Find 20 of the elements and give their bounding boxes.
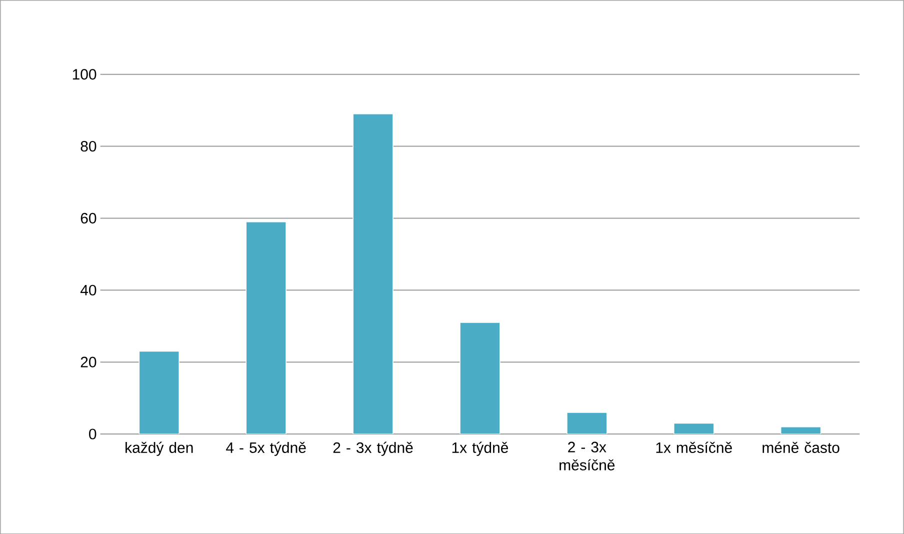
bar [246,221,286,434]
y-tick-label: 100 [72,68,96,80]
bar [138,350,180,434]
bar [780,426,822,434]
x-tick-label: 2 - 3x měsíčně [560,442,615,470]
bar [460,322,500,434]
x-tick-label: méně často [762,442,840,453]
x-tick-label: 1x měsíčně [656,442,732,453]
y-tick-label: 0 [89,428,96,440]
y-tick-label: 60 [80,212,96,224]
x-tick-label: 2 - 3x týdně [333,442,413,456]
y-tick-label: 20 [80,356,96,368]
x-tick-label: 1x týdně [452,442,508,456]
y-tick-label: 40 [80,284,96,296]
bar [566,412,608,434]
bar [673,422,714,434]
x-tick-label: 4 - 5x týdně [226,442,306,456]
y-tick-label: 80 [80,140,96,152]
bar [352,113,394,434]
x-tick-label: každý den [126,442,193,456]
